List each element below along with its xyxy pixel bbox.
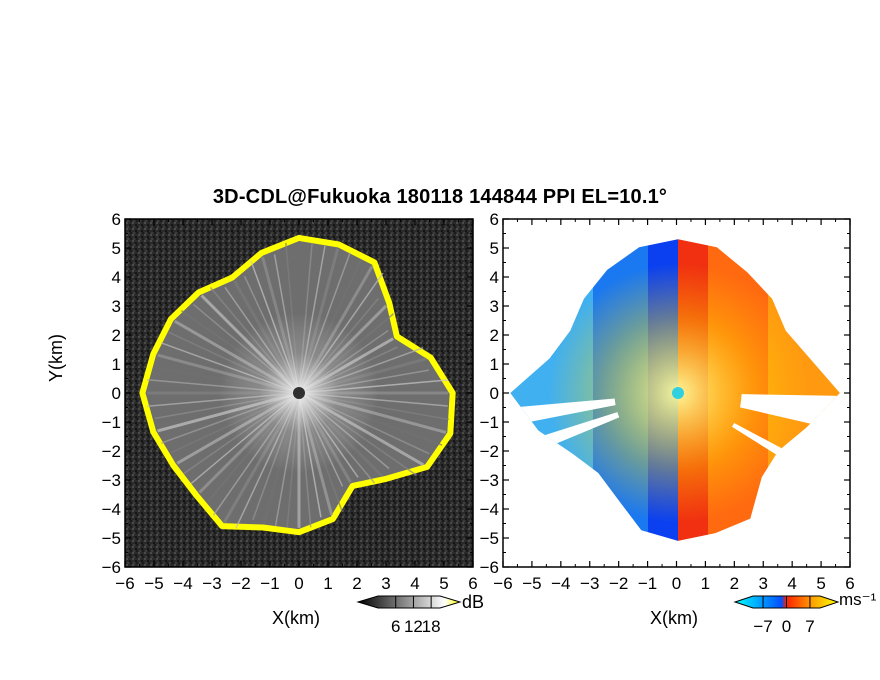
y-tick-label: 1 <box>490 355 499 374</box>
y-tick-label: −4 <box>102 500 121 519</box>
y-tick-label: −5 <box>102 529 121 548</box>
x-tick-label: −3 <box>580 574 599 593</box>
x-tick-label: 2 <box>730 574 739 593</box>
x-tick-label: 1 <box>323 574 332 593</box>
x-tick-label: −4 <box>551 574 570 593</box>
x-tick-label: 5 <box>439 574 448 593</box>
x-tick-label: −5 <box>144 574 163 593</box>
snr-axis-ticks: −6 −5 −4 −3 −2 −1 0 1 2 3 4 5 6 6 5 4 3 2 1 0 −1 −2 −3 −4 −5 −6 <box>102 210 478 593</box>
x-tick-label: −3 <box>202 574 221 593</box>
velocity-colorbar: −7 0 7 <box>733 595 840 636</box>
y-tick-label: 4 <box>112 268 121 287</box>
x-tick-label: −6 <box>493 574 512 593</box>
x-tick-label: 3 <box>759 574 768 593</box>
y-tick-label: −2 <box>480 442 499 461</box>
y-tick-label: 1 <box>112 355 121 374</box>
y-tick-label: 2 <box>112 326 121 345</box>
x-tick-label: 2 <box>352 574 361 593</box>
colorbar-tick-label: 18 <box>422 617 441 636</box>
x-tick-label: 3 <box>381 574 390 593</box>
y-tick-label: 6 <box>490 210 499 229</box>
x-tick-label: −2 <box>231 574 250 593</box>
colorbar-tick-label: −7 <box>753 617 772 636</box>
y-tick-label: −6 <box>102 558 121 577</box>
x-tick-label: −6 <box>115 574 134 593</box>
colorbar-tick-label: 12 <box>404 617 423 636</box>
x-tick-label: −2 <box>609 574 628 593</box>
x-axis-label-left: X(km) <box>272 608 320 628</box>
colorbar-tick-label: 7 <box>805 617 814 636</box>
y-tick-label: −4 <box>480 500 499 519</box>
x-tick-label: 5 <box>816 574 825 593</box>
y-tick-label: −3 <box>102 471 121 490</box>
x-tick-label: 6 <box>845 574 854 593</box>
y-tick-label: −2 <box>102 442 121 461</box>
x-tick-label: 0 <box>672 574 681 593</box>
x-tick-label: 4 <box>787 574 796 593</box>
y-tick-label: 5 <box>490 239 499 258</box>
x-tick-label: 4 <box>410 574 419 593</box>
y-tick-label: −5 <box>480 529 499 548</box>
chart-title: 3D-CDL@Fukuoka 180118 144844 PPI EL=10.1… <box>212 186 668 208</box>
radar-site-marker <box>293 387 305 399</box>
colorbar-tick-label: 6 <box>391 617 400 636</box>
snr-panel: −6 −5 −4 −3 −2 −1 0 1 2 3 4 5 6 6 5 4 3 2 1 0 −1 −2 −3 −4 −5 −6 <box>102 210 478 593</box>
x-tick-label: 6 <box>468 574 477 593</box>
y-tick-label: 5 <box>112 239 121 258</box>
x-tick-label: −5 <box>522 574 541 593</box>
y-tick-label: 2 <box>490 326 499 345</box>
y-tick-label: 4 <box>490 268 499 287</box>
y-axis-label: Y(km) <box>46 334 66 382</box>
velocity-colorbar-unit: ms⁻¹ <box>839 590 877 609</box>
velocity-radar-site <box>672 387 684 399</box>
x-tick-label: −1 <box>260 574 279 593</box>
colorbar-tick-label: 0 <box>782 617 791 636</box>
x-tick-label: 0 <box>294 574 303 593</box>
y-tick-label: 3 <box>490 297 499 316</box>
y-tick-label: 6 <box>112 210 121 229</box>
snr-colorbar-unit: dB <box>462 592 485 612</box>
y-tick-label: 0 <box>490 384 499 403</box>
y-tick-label: 0 <box>112 384 121 403</box>
x-tick-label: −1 <box>638 574 657 593</box>
velocity-gap <box>510 398 616 427</box>
y-tick-label: −1 <box>102 413 121 432</box>
y-tick-label: −1 <box>480 413 499 432</box>
y-tick-label: −3 <box>480 471 499 490</box>
y-tick-label: −6 <box>480 558 499 577</box>
x-tick-label: −4 <box>173 574 192 593</box>
x-tick-label: 1 <box>701 574 710 593</box>
y-tick-label: 3 <box>112 297 121 316</box>
x-axis-label-right: X(km) <box>650 608 698 628</box>
